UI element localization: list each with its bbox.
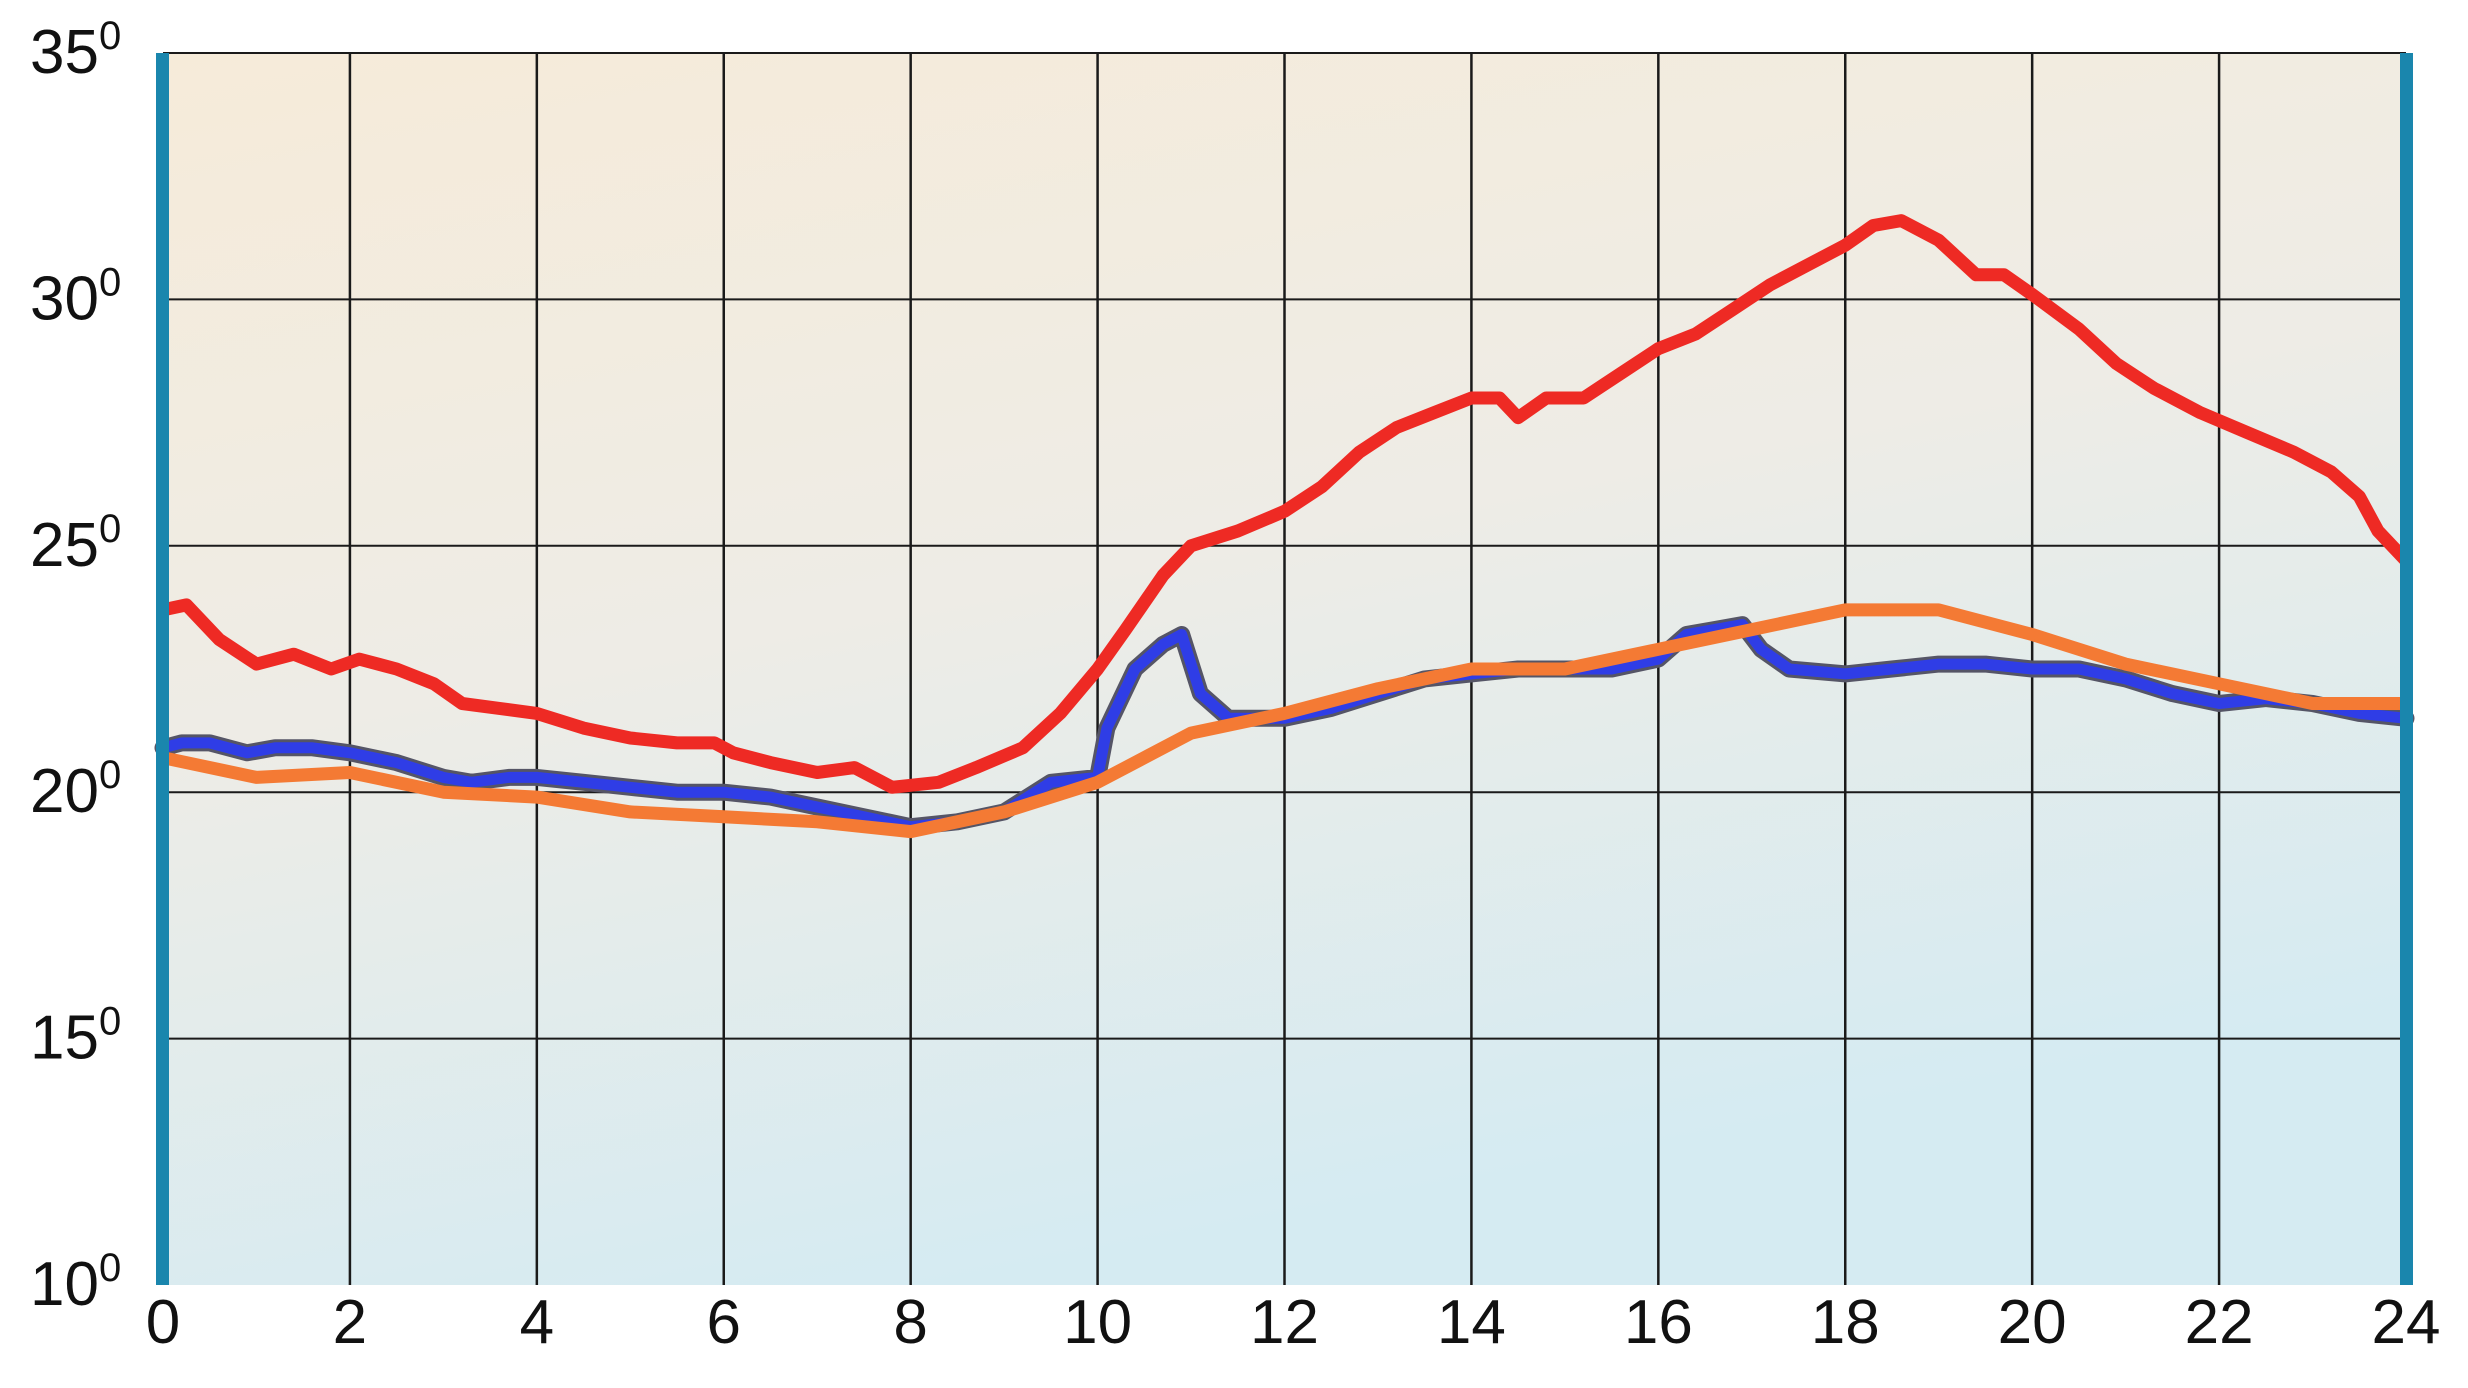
horizontal-gridlines <box>163 52 2406 1040</box>
y-axis-tick-labels: 100 150 200 250 300 350 <box>30 14 121 1319</box>
x-tick-label: 10 <box>1063 1288 1132 1357</box>
x-tick-label: 16 <box>1624 1288 1693 1357</box>
left-axis-bar <box>156 53 169 1285</box>
series-line-2 <box>157 619 2412 833</box>
x-tick-label: 18 <box>1811 1288 1880 1357</box>
x-tick-label: 12 <box>1250 1288 1319 1357</box>
x-tick-label: 20 <box>1998 1288 2067 1357</box>
x-tick-label: 0 <box>146 1288 180 1357</box>
x-tick-label: 6 <box>707 1288 741 1357</box>
series-line-1 <box>156 214 2413 794</box>
x-tick-label: 14 <box>1437 1288 1506 1357</box>
x-tick-label: 8 <box>893 1288 927 1357</box>
series-line-3 <box>156 603 2413 839</box>
x-tick-label: 24 <box>2372 1288 2441 1357</box>
y-tick-label: 250 <box>30 507 121 580</box>
right-axis-bar <box>2400 53 2413 1285</box>
series-lines <box>154 214 2415 839</box>
y-tick-label: 350 <box>30 14 121 87</box>
y-tick-label: 300 <box>30 260 121 333</box>
x-tick-label: 22 <box>2185 1288 2254 1357</box>
x-tick-label: 2 <box>333 1288 367 1357</box>
y-tick-label: 100 <box>30 1246 121 1319</box>
x-tick-label: 4 <box>520 1288 554 1357</box>
y-tick-label: 150 <box>30 1000 121 1073</box>
x-axis-tick-labels: 0 2 4 6 8 10 12 14 16 18 20 22 24 <box>146 1288 2441 1357</box>
y-tick-label: 200 <box>30 753 121 826</box>
